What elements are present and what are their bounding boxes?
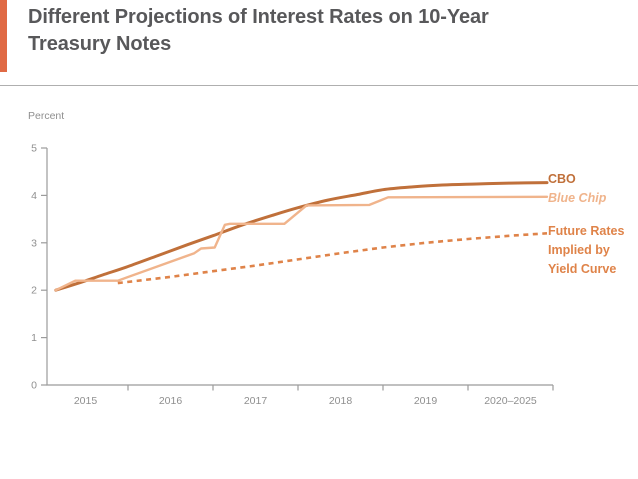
accent-bar (0, 0, 7, 72)
x-tick-label: 2016 (159, 395, 183, 407)
footer: CONGRESSIONAL BUDGET OFFICE 22 (0, 448, 638, 479)
series-line-blue-chip (54, 195, 549, 292)
legend-entry-line: CBO (548, 172, 576, 186)
series-line-cbo (54, 181, 549, 292)
legend-entry-line: Yield Curve (548, 262, 617, 276)
y-tick-label: 5 (31, 143, 37, 155)
slide-title-line2: Treasury Notes (28, 33, 172, 55)
slide-title-line1: Different Projections of Interest Rates … (28, 6, 489, 28)
legend-entry-line: Blue Chip (548, 191, 607, 205)
legend-entry-future-rates-implied-by-yield-curve: Future Rates Implied by Yield Curve (548, 222, 624, 279)
legend-entry-cbo: CBO (548, 170, 576, 189)
y-axis-unit-label: Percent (28, 110, 65, 122)
y-tick-label: 1 (31, 332, 37, 344)
x-tick-label: 2019 (414, 395, 438, 407)
y-tick-label: 4 (31, 190, 37, 202)
y-tick-label: 2 (31, 285, 37, 297)
legend-entry-line: Future Rates (548, 224, 625, 238)
y-tick-label: 0 (31, 380, 37, 392)
y-tick-label: 3 (31, 237, 37, 249)
x-tick-label: 2017 (244, 395, 268, 407)
legend-entry-line: Implied by (548, 243, 610, 257)
x-tick-label: 2018 (329, 395, 353, 407)
slide-title: Different Projections of Interest Rates … (28, 4, 603, 58)
header-divider (0, 85, 638, 86)
legend-entry-blue-chip: Blue Chip (548, 189, 606, 208)
x-tick-label: 2020–2025 (484, 395, 537, 407)
x-tick-label: 2015 (74, 395, 98, 407)
